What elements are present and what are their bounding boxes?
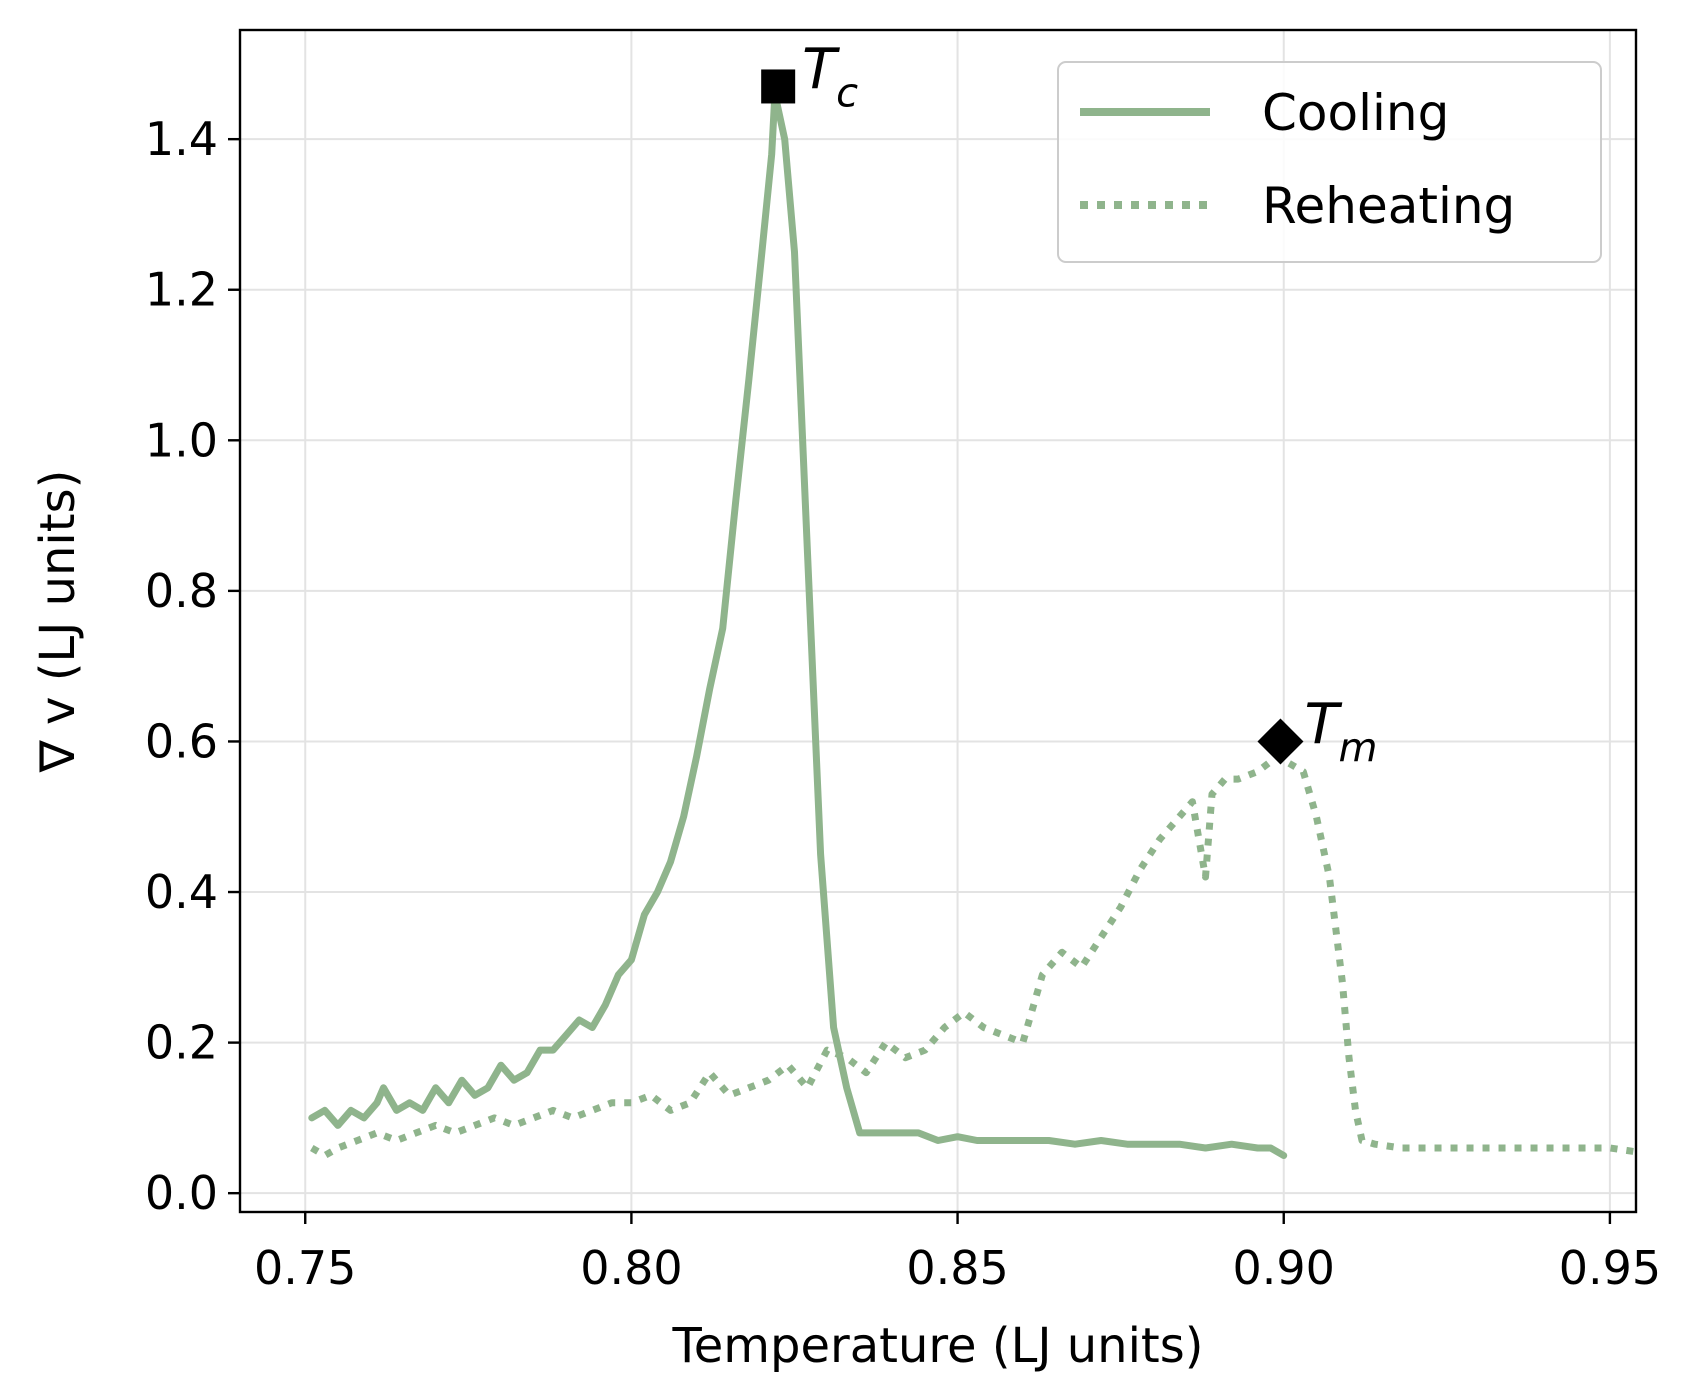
x-tick-label: 0.95 [1559, 1241, 1661, 1295]
annotation-label: T [802, 37, 840, 102]
x-axis-ticks: 0.75 0.80 0.85 0.90 0.95 [254, 1212, 1661, 1295]
y-tick-label: 1.0 [145, 413, 218, 467]
x-tick-label: 0.80 [580, 1241, 682, 1295]
legend: Cooling Reheating [1057, 61, 1602, 263]
annotation-label: T [1304, 692, 1342, 757]
y-tick-label: 1.4 [145, 112, 218, 166]
y-tick-label: 0.8 [145, 564, 218, 618]
plot-frame [238, 28, 1638, 1214]
x-tick-label: 0.75 [254, 1241, 356, 1295]
x-tick-label: 0.90 [1233, 1241, 1335, 1295]
y-tick-label: 0.4 [145, 865, 218, 919]
y-axis-ticks: 0.0 0.2 0.4 0.6 0.8 1.0 1.2 1.4 [145, 112, 240, 1220]
legend-label-reheating: Reheating [1262, 177, 1515, 235]
annotation-subscript: c [836, 70, 858, 116]
tm-marker [1257, 718, 1304, 765]
y-tick-label: 1.2 [145, 263, 218, 317]
y-tick-label: 0.2 [145, 1016, 218, 1070]
tc-marker [761, 69, 796, 104]
x-tick-label: 0.85 [906, 1241, 1008, 1295]
y-axis-label: ∇ v (LJ units) [30, 470, 86, 774]
series-line-reheating [310, 753, 1636, 1159]
series-layer [308, 90, 1636, 1159]
legend-label-cooling: Cooling [1262, 84, 1449, 142]
series-line-cooling [308, 90, 1288, 1159]
y-tick-label: 0.0 [145, 1166, 218, 1220]
x-axis-label: Temperature (LJ units) [672, 1318, 1204, 1374]
y-tick-label: 0.6 [145, 714, 218, 768]
annotation-subscript: m [1338, 725, 1377, 771]
